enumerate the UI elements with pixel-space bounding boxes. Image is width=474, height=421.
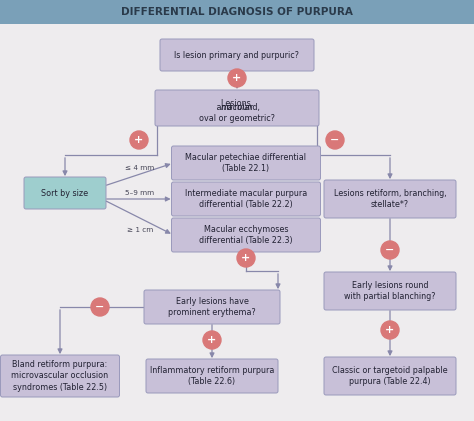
Text: ≥ 1 cm: ≥ 1 cm [127,227,153,233]
Text: Intermediate macular purpura
differential (Table 22.2): Intermediate macular purpura differentia… [185,189,307,209]
Text: Bland retiform purpura:
microvascular occlusion
syndromes (Table 22.5): Bland retiform purpura: microvascular oc… [11,360,109,392]
FancyBboxPatch shape [172,146,320,180]
Text: ≤ 4 mm: ≤ 4 mm [126,165,155,171]
Circle shape [326,131,344,149]
Text: Macular ecchymoses
differential (Table 22.3): Macular ecchymoses differential (Table 2… [199,225,293,245]
FancyBboxPatch shape [146,359,278,393]
Text: Inflammatory retiform purpura
(Table 22.6): Inflammatory retiform purpura (Table 22.… [150,366,274,386]
Text: and round,
oval or geometric?: and round, oval or geometric? [199,103,275,123]
Circle shape [130,131,148,149]
Text: +: + [232,73,242,83]
FancyBboxPatch shape [0,355,119,397]
Circle shape [228,69,246,87]
Circle shape [91,298,109,316]
Text: +: + [134,135,144,145]
Text: Early lesions have
prominent erythema?: Early lesions have prominent erythema? [168,297,256,317]
FancyBboxPatch shape [172,218,320,252]
Text: −: − [385,245,395,255]
Circle shape [381,241,399,259]
FancyBboxPatch shape [324,357,456,395]
Text: −: − [330,135,340,145]
FancyBboxPatch shape [144,290,280,324]
Text: Is lesion primary and purpuric?: Is lesion primary and purpuric? [174,51,300,59]
FancyBboxPatch shape [160,39,314,71]
Text: Classic or targetoid palpable
purpura (Table 22.4): Classic or targetoid palpable purpura (T… [332,366,448,386]
Text: macular: macular [221,104,253,112]
Bar [0,0,474,24]
FancyBboxPatch shape [324,180,456,218]
Text: 5–9 mm: 5–9 mm [126,190,155,196]
Text: DIFFERENTIAL DIAGNOSIS OF PURPURA: DIFFERENTIAL DIAGNOSIS OF PURPURA [121,7,353,17]
Text: Macular petechiae differential
(Table 22.1): Macular petechiae differential (Table 22… [185,153,307,173]
Circle shape [381,321,399,339]
FancyBboxPatch shape [324,272,456,310]
Text: +: + [241,253,251,263]
Text: Sort by size: Sort by size [41,189,89,197]
Text: +: + [207,335,217,345]
Text: Lesions retiform, branching,
stellate*?: Lesions retiform, branching, stellate*? [334,189,447,209]
Text: Early lesions round
with partial blanching?: Early lesions round with partial blanchi… [344,281,436,301]
FancyBboxPatch shape [155,90,319,126]
FancyBboxPatch shape [172,182,320,216]
Circle shape [203,331,221,349]
Text: −: − [95,302,105,312]
Text: +: + [385,325,395,335]
Text: Lesions: Lesions [221,99,253,107]
FancyBboxPatch shape [24,177,106,209]
Circle shape [237,249,255,267]
